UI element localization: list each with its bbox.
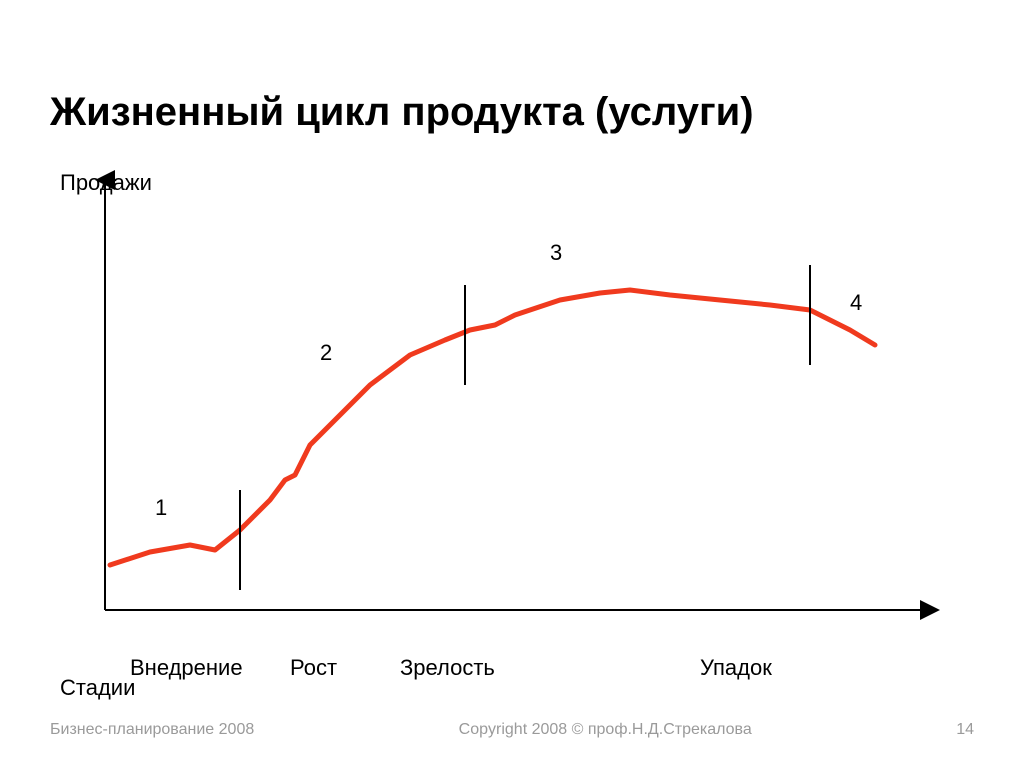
stage-label-3: Упадок (700, 655, 772, 681)
sidebar-block-4 (0, 460, 22, 613)
footer-center: Copyright 2008 © проф.Н.Д.Стрекалова (459, 721, 752, 739)
stage-label-2: Зрелость (400, 655, 495, 681)
page-title: Жизненный цикл продукта (услуги) (50, 90, 754, 135)
lifecycle-chart: Продажи Стадии ВнедрениеРостЗрелостьУпад… (60, 170, 960, 670)
chart-svg (60, 170, 960, 670)
number-label-3: 4 (850, 290, 862, 316)
number-label-2: 3 (550, 240, 562, 266)
y-axis-label: Продажи (60, 170, 152, 196)
x-axis-label: Стадии (60, 675, 135, 701)
decorative-sidebar (0, 0, 22, 767)
title-underline (50, 144, 974, 146)
footer: Бизнес-планирование 2008 Copyright 2008 … (50, 721, 974, 739)
sidebar-block-5 (0, 614, 22, 767)
number-label-1: 2 (320, 340, 332, 366)
footer-right: 14 (956, 721, 974, 739)
slide: Жизненный цикл продукта (услуги) Продажи… (0, 0, 1024, 767)
sidebar-block-2 (0, 153, 22, 306)
number-label-0: 1 (155, 495, 167, 521)
stage-label-0: Внедрение (130, 655, 243, 681)
footer-left: Бизнес-планирование 2008 (50, 721, 254, 739)
stage-label-1: Рост (290, 655, 337, 681)
sidebar-block-1 (0, 0, 22, 153)
sidebar-block-3 (0, 307, 22, 460)
